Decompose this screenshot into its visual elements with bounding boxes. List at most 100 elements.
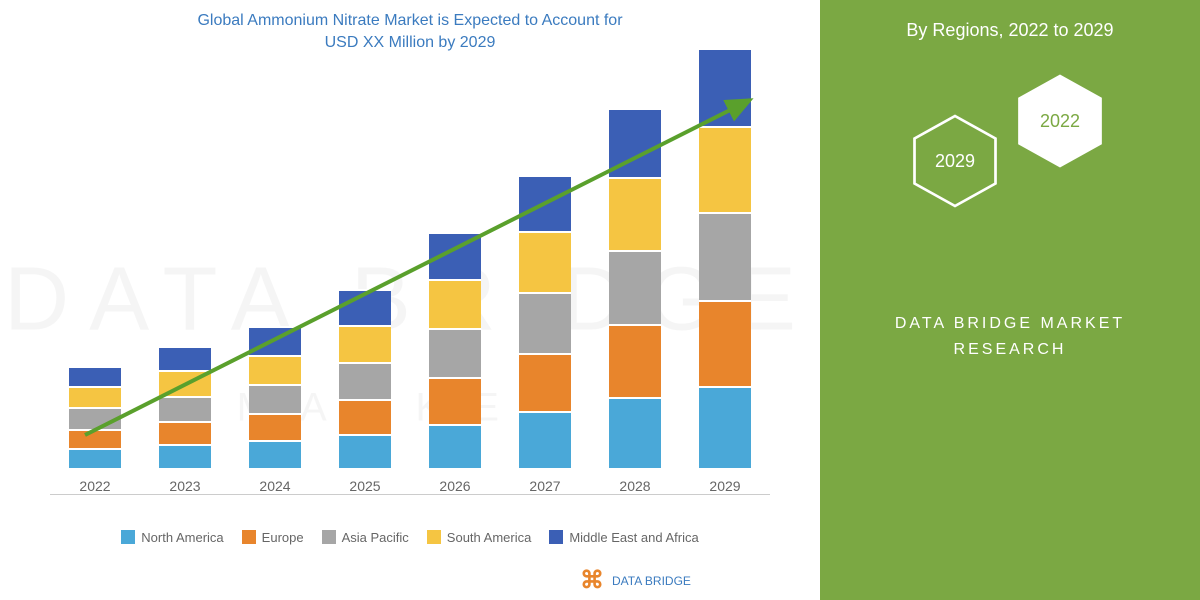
bar-segment [339, 289, 391, 325]
brand-line1: DATA BRIDGE MARKET [840, 311, 1180, 337]
bar-segment [609, 250, 661, 324]
hexagon-2022-label: 2022 [1040, 111, 1080, 132]
chart-panel: DATA BRIDGE MARKET Global Ammonium Nitra… [0, 0, 820, 600]
legend-label: Middle East and Africa [569, 530, 698, 545]
bar-segment [69, 448, 121, 468]
bar-segment [339, 362, 391, 399]
footer-logo: ⌘ DATA BRIDGE [580, 566, 691, 595]
hexagon-2029-label: 2029 [935, 151, 975, 172]
legend-swatch [242, 530, 256, 544]
x-axis-label: 2028 [619, 478, 650, 494]
legend-swatch [322, 530, 336, 544]
bar-segment [519, 411, 571, 468]
bar-group: 2026 [420, 232, 490, 493]
legend-swatch [549, 530, 563, 544]
bar-stack [699, 48, 751, 468]
legend-label: North America [141, 530, 223, 545]
brand-line2: RESEARCH [840, 337, 1180, 363]
chart-title-line2: USD XX Million by 2029 [325, 34, 496, 51]
bar-segment [699, 126, 751, 212]
bar-segment [159, 370, 211, 395]
bar-stack [69, 366, 121, 468]
legend-item: North America [121, 530, 223, 545]
bar-segment [339, 434, 391, 468]
hexagon-2029: 2029 [910, 111, 1000, 211]
chart-title-line1: Global Ammonium Nitrate Market is Expect… [197, 12, 622, 29]
bar-segment [159, 396, 211, 421]
infographic-container: DATA BRIDGE MARKET Global Ammonium Nitra… [0, 0, 1200, 600]
legend-swatch [427, 530, 441, 544]
bar-segment [699, 48, 751, 126]
x-axis-label: 2025 [349, 478, 380, 494]
hexagon-group: 2029 2022 [840, 71, 1180, 251]
bar-stack [519, 175, 571, 468]
bar-segment [339, 325, 391, 362]
bar-stack [339, 289, 391, 468]
footer-logo-mark-icon: ⌘ [580, 566, 604, 595]
bars-container: 2022 2023 2024 2025 2026 2027 2028 2029 [50, 75, 770, 495]
bar-segment [159, 444, 211, 467]
legend-label: South America [447, 530, 532, 545]
bar-stack [609, 108, 661, 467]
bar-segment [699, 386, 751, 468]
chart-legend: North America Europe Asia Pacific South Ame… [20, 530, 800, 545]
bar-segment [159, 346, 211, 370]
x-axis-label: 2023 [169, 478, 200, 494]
footer-logo-text: DATA BRIDGE [612, 574, 691, 588]
bar-segment [519, 353, 571, 412]
bar-segment [609, 177, 661, 250]
x-axis-label: 2022 [79, 478, 110, 494]
legend-label: Asia Pacific [342, 530, 409, 545]
bar-stack [159, 346, 211, 468]
bar-segment [69, 407, 121, 428]
bar-segment [429, 424, 481, 468]
bar-segment [699, 212, 751, 300]
bar-segment [69, 366, 121, 386]
bar-segment [429, 328, 481, 377]
bar-segment [249, 384, 301, 413]
bar-segment [609, 324, 661, 397]
bar-segment [429, 232, 481, 279]
x-axis-label: 2024 [259, 478, 290, 494]
bar-segment [69, 386, 121, 407]
bar-group: 2029 [690, 48, 760, 494]
bar-segment [159, 421, 211, 444]
bar-segment [699, 300, 751, 386]
bar-segment [609, 108, 661, 176]
bar-segment [249, 440, 301, 467]
bar-group: 2024 [240, 326, 310, 494]
bar-stack [429, 232, 481, 467]
chart-title: Global Ammonium Nitrate Market is Expect… [20, 10, 800, 55]
bar-segment [429, 377, 481, 424]
bar-group: 2022 [60, 366, 130, 494]
legend-item: South America [427, 530, 532, 545]
x-axis-label: 2029 [709, 478, 740, 494]
bar-group: 2023 [150, 346, 220, 494]
bar-segment [519, 292, 571, 353]
chart-area: 2022 2023 2024 2025 2026 2027 2028 2029 [50, 75, 770, 495]
x-axis-label: 2026 [439, 478, 470, 494]
side-panel-title: By Regions, 2022 to 2029 [840, 20, 1180, 41]
bar-segment [249, 413, 301, 440]
hexagon-2022: 2022 [1015, 71, 1105, 171]
side-panel: By Regions, 2022 to 2029 2029 2022 DATA … [820, 0, 1200, 600]
brand-text: DATA BRIDGE MARKET RESEARCH [840, 311, 1180, 362]
bar-segment [609, 397, 661, 467]
bar-group: 2027 [510, 175, 580, 494]
bar-group: 2025 [330, 289, 400, 494]
legend-label: Europe [262, 530, 304, 545]
legend-swatch [121, 530, 135, 544]
x-axis-label: 2027 [529, 478, 560, 494]
bar-segment [519, 175, 571, 232]
bar-segment [249, 355, 301, 384]
bar-segment [429, 279, 481, 328]
bar-segment [339, 399, 391, 433]
legend-item: Asia Pacific [322, 530, 409, 545]
bar-stack [249, 326, 301, 468]
legend-item: Middle East and Africa [549, 530, 698, 545]
bar-group: 2028 [600, 108, 670, 493]
legend-item: Europe [242, 530, 304, 545]
bar-segment [519, 231, 571, 292]
bar-segment [69, 429, 121, 449]
bar-segment [249, 326, 301, 354]
